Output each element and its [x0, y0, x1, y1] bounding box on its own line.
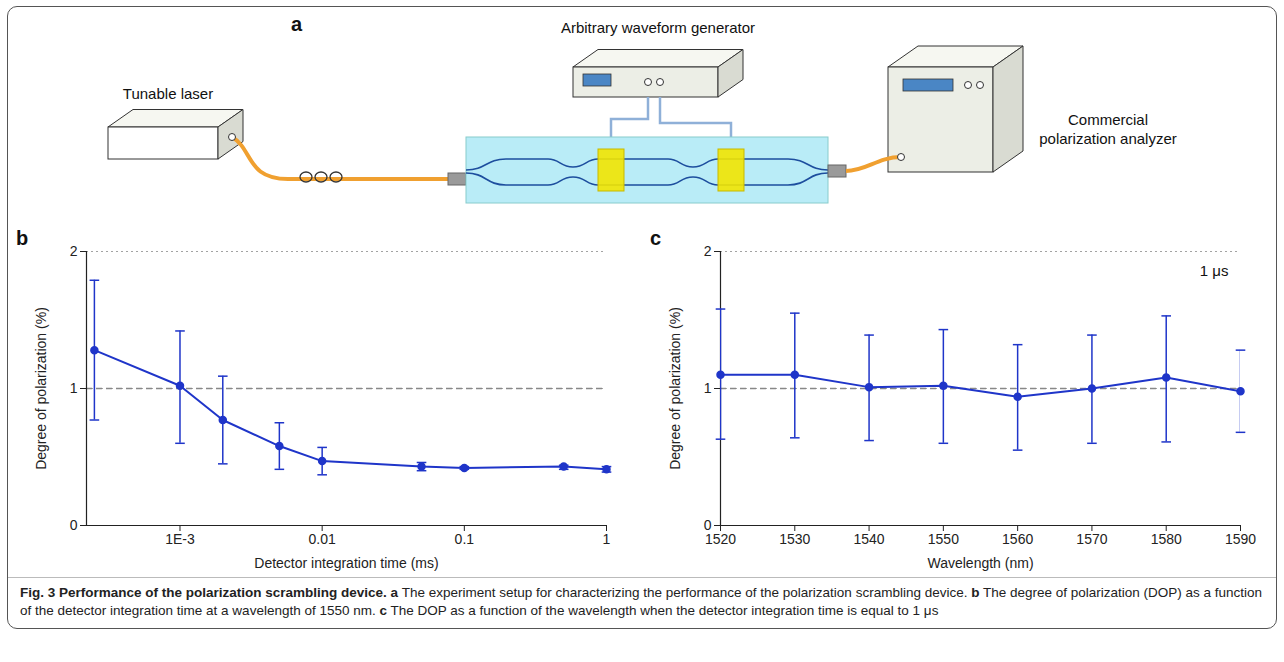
svg-text:Tunable laser: Tunable laser [123, 85, 213, 102]
svg-text:Commercial: Commercial [1068, 111, 1148, 128]
svg-text:2: 2 [704, 243, 712, 259]
svg-text:1 μs: 1 μs [1200, 262, 1229, 279]
svg-text:0: 0 [703, 517, 712, 533]
svg-text:0.1: 0.1 [455, 531, 475, 547]
svg-text:1: 1 [70, 380, 78, 396]
svg-text:1530: 1530 [779, 531, 810, 547]
html-text:b: b [16, 227, 29, 249]
svg-text:1590: 1590 [1225, 531, 1256, 547]
svg-text:1E-3: 1E-3 [165, 531, 195, 547]
svg-text:1: 1 [603, 531, 611, 547]
svg-text:1580: 1580 [1151, 531, 1182, 547]
svg-text:2: 2 [70, 243, 78, 259]
svg-text:0: 0 [70, 517, 78, 533]
svg-text:polarization analyzer: polarization analyzer [1039, 130, 1177, 147]
svg-text:Degree of polarization (%): Degree of polarization (%) [667, 307, 683, 470]
html-text:Fig. 3 Performance of the pola: Fig. 3 Performance of the polarization s… [20, 585, 1263, 618]
svg-text:1520: 1520 [705, 531, 736, 547]
svg-text:Wavelength (nm): Wavelength (nm) [927, 555, 1033, 571]
svg-text:1560: 1560 [1002, 531, 1033, 547]
svg-text:1550: 1550 [928, 531, 959, 547]
svg-text:Detector integration time (ms): Detector integration time (ms) [254, 555, 438, 571]
svg-text:1: 1 [704, 380, 712, 396]
svg-text:Degree of polarization (%): Degree of polarization (%) [33, 307, 49, 470]
svg-text:0.01: 0.01 [309, 531, 336, 547]
svg-text:1570: 1570 [1076, 531, 1107, 547]
svg-text:1540: 1540 [853, 531, 884, 547]
html-text:c: c [650, 227, 662, 249]
svg-text:Arbitrary waveform generator: Arbitrary waveform generator [561, 19, 755, 36]
svg-text:a: a [291, 13, 303, 35]
